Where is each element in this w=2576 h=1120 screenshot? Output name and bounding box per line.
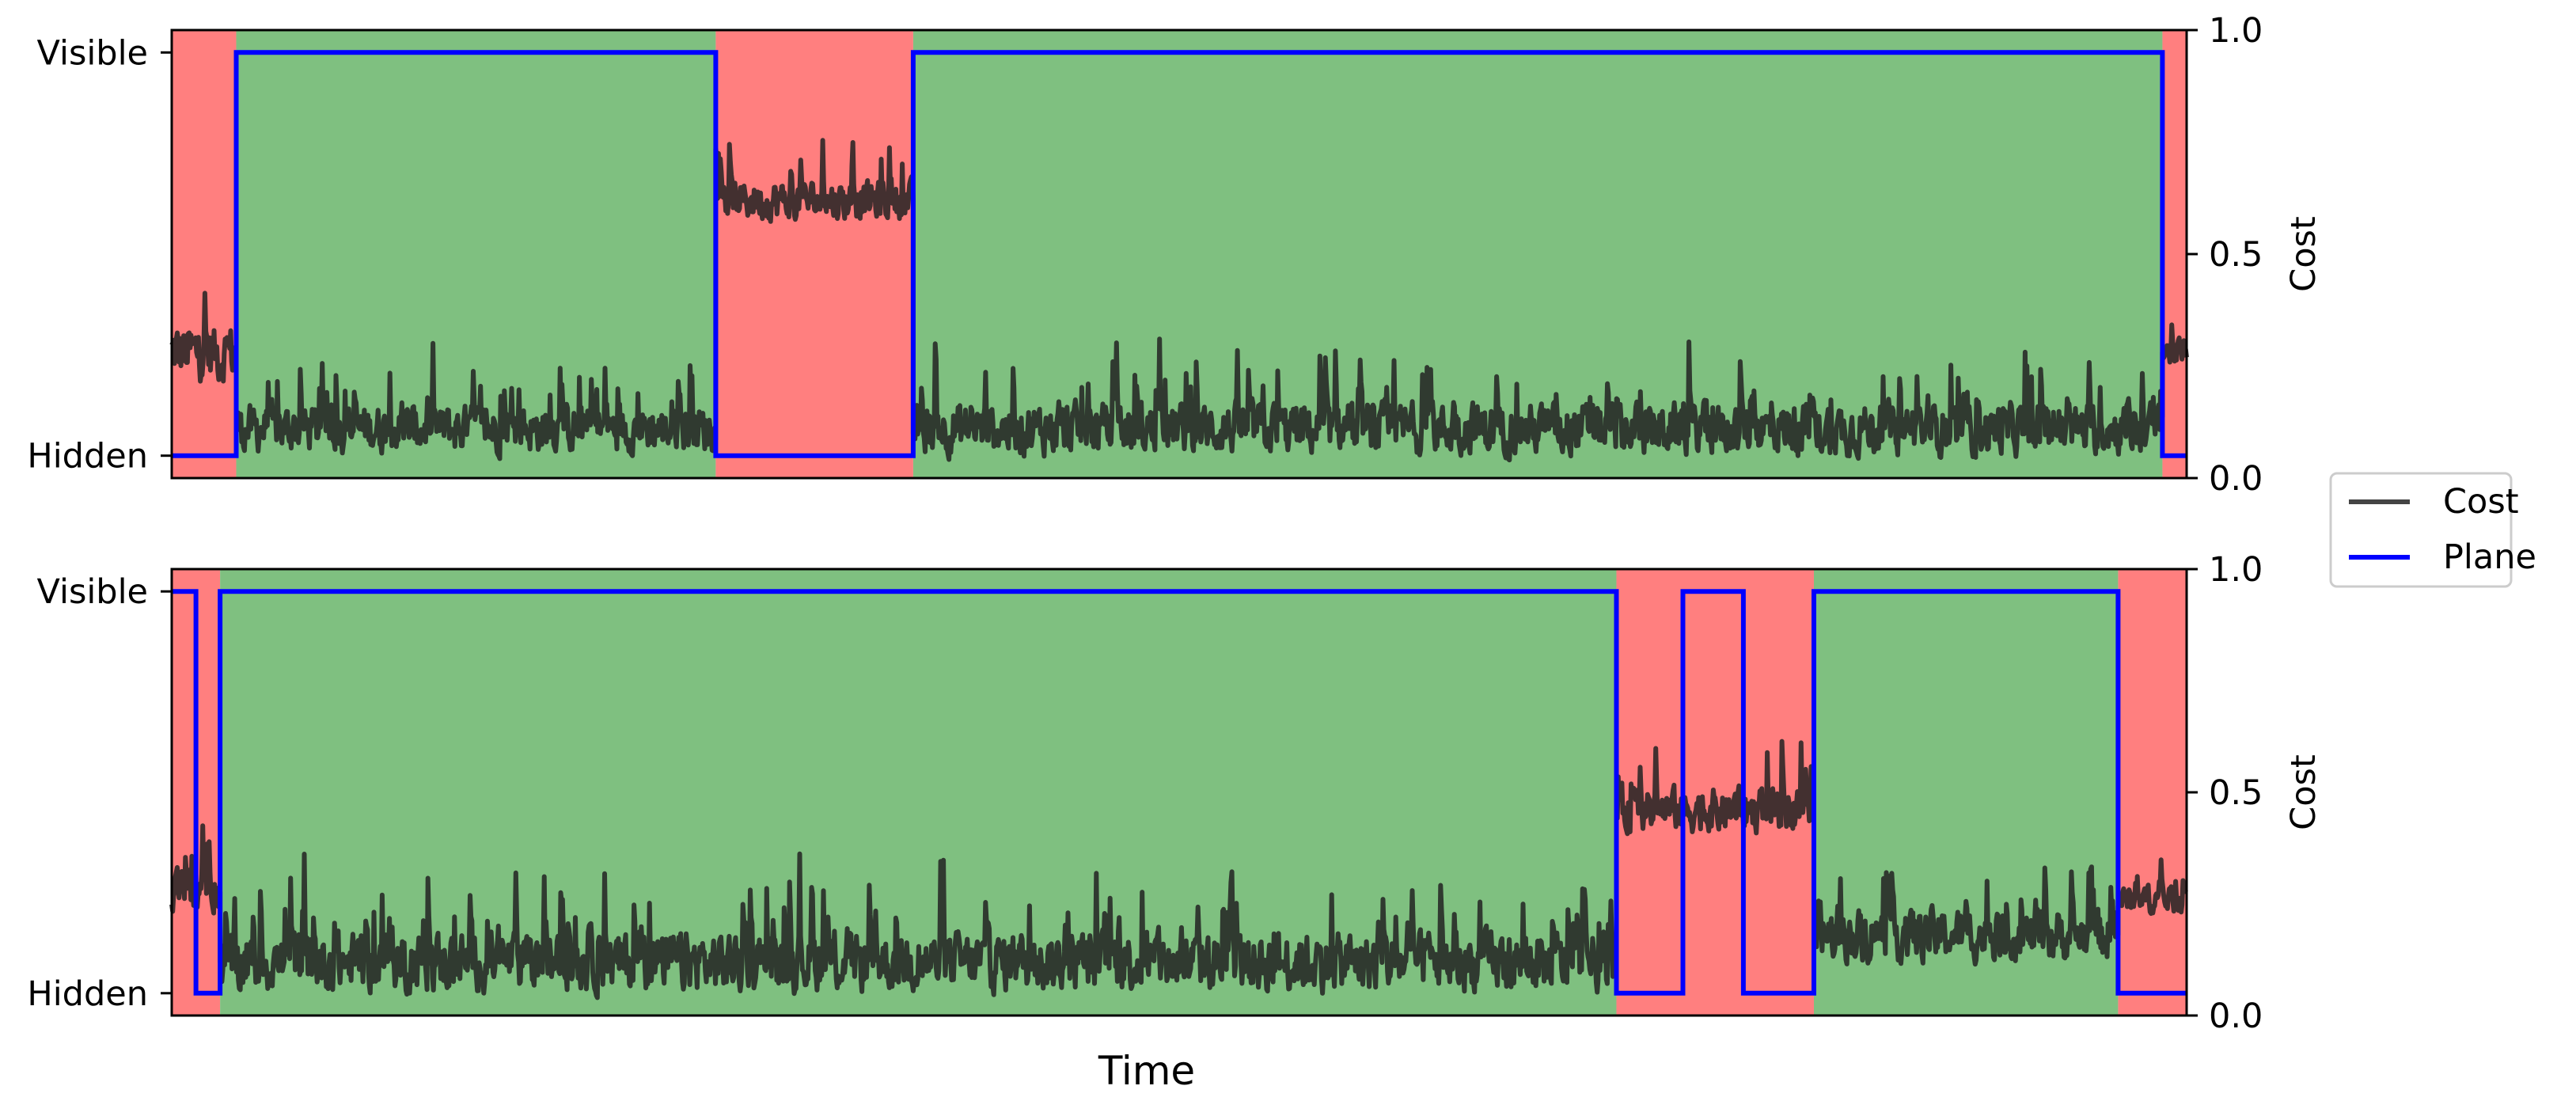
- right-tick-label: 0.5: [2209, 773, 2263, 813]
- region-hidden-0: [172, 30, 237, 478]
- region-visible-3: [912, 30, 2163, 478]
- left-tick-label: Hidden: [27, 437, 148, 476]
- plane-series-line: [172, 50, 2187, 458]
- top-panel: Hidden Visible 0.0 0.5 1.0 Cost: [27, 11, 2324, 499]
- bottom-panel: Hidden Visible 0.0 0.5 1.0 Cost: [27, 550, 2324, 1036]
- region-hidden-4: [2118, 569, 2187, 1016]
- region-hidden-4: [2162, 30, 2187, 478]
- x-axis-label: Time: [1098, 1048, 1195, 1094]
- right-tick-label: 1.0: [2209, 550, 2263, 590]
- right-tick-label: 1.0: [2209, 11, 2263, 51]
- right-axis-label: Cost: [2284, 754, 2324, 830]
- left-tick-label: Visible: [37, 572, 148, 612]
- region-hidden-2: [715, 30, 913, 478]
- plane-series-line: [172, 589, 2187, 996]
- right-axis-label: Cost: [2284, 216, 2324, 292]
- left-tick-label: Hidden: [27, 974, 148, 1014]
- right-tick-label: 0.0: [2209, 997, 2263, 1036]
- legend-label-cost: Cost: [2443, 482, 2519, 522]
- right-tick-label: 0.0: [2209, 459, 2263, 499]
- cost-series-line: [169, 138, 2189, 463]
- right-tick-label: 0.5: [2209, 235, 2263, 275]
- legend: Cost Plane: [2329, 472, 2536, 588]
- legend-label-plane: Plane: [2443, 537, 2536, 577]
- cost-series-line: [169, 738, 2188, 1000]
- left-tick-label: Visible: [37, 33, 148, 73]
